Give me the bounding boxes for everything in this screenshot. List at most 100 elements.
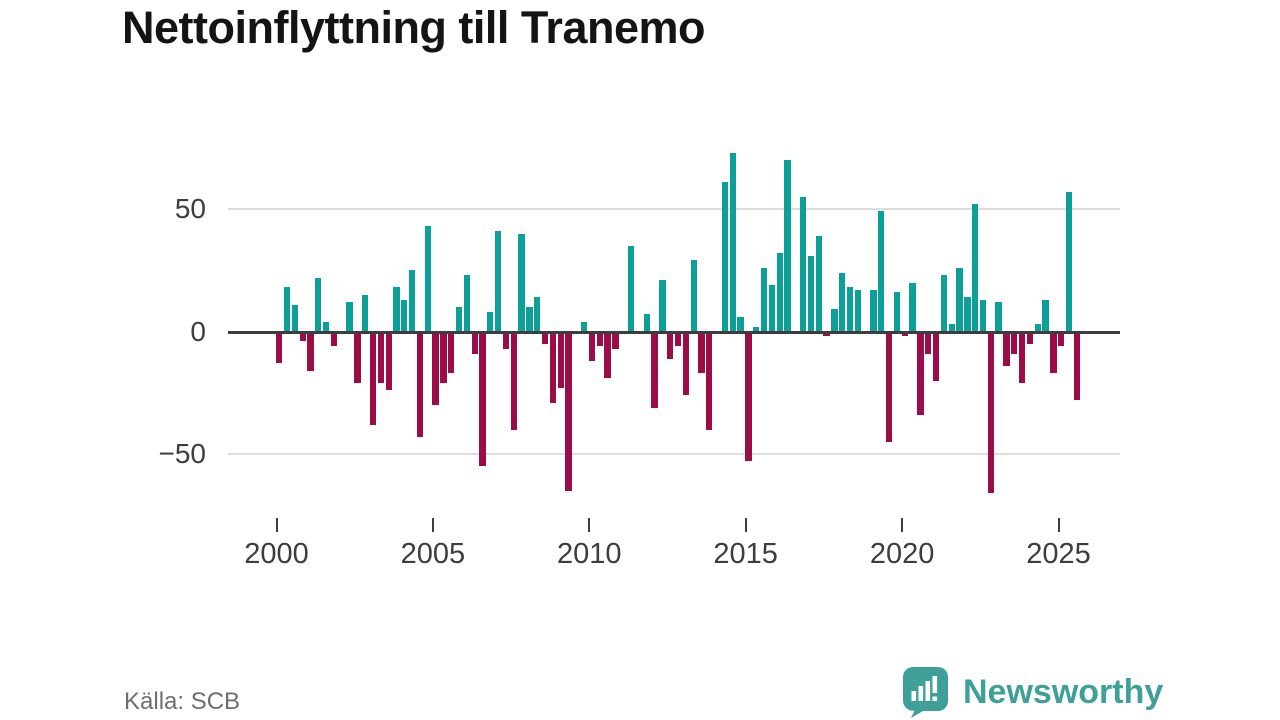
data-bar [276,331,283,364]
data-bar [495,231,502,334]
data-bar [854,289,862,334]
x-axis-tick-label: 2000 [244,538,309,570]
data-bar [698,331,705,374]
data-bar [729,152,736,334]
data-bar [362,294,369,334]
data-bar [534,297,541,334]
data-bar [737,316,744,334]
data-bar [659,280,666,334]
data-bar [1050,331,1057,374]
data-bar [674,331,682,347]
data-bar [831,309,838,334]
y-axis-tick-label: 0 [190,315,206,347]
gridline [228,453,1120,455]
data-bar [682,331,689,396]
data-bar [283,287,291,334]
data-bar [948,324,955,334]
data-bar [315,277,322,334]
data-bar [471,331,478,354]
data-bar [487,311,494,334]
data-bar [799,196,807,334]
data-bar [588,331,596,361]
data-bar [291,304,298,334]
plot-area: 50 0 −50 2000 2005 2010 2015 2020 2025 [158,152,1120,570]
data-bar [549,331,557,403]
data-bar [408,270,416,334]
data-bar [346,302,353,334]
data-bar [651,331,658,408]
data-bar [956,267,963,334]
data-bar [354,331,361,383]
data-bar [330,331,338,347]
data-bar [893,292,901,334]
data-bar [369,331,377,425]
data-bar [784,160,791,334]
data-bar [1073,331,1080,401]
x-axis-tick-label: 2005 [400,538,466,570]
bar-chart-speech-bubble-icon [903,667,948,718]
zero-axis-line [228,330,1120,334]
data-bar [455,307,463,334]
data-bar [612,331,619,349]
data-bar [995,302,1002,334]
data-bar [870,289,877,334]
x-axis-tick-label: 2015 [713,538,778,570]
data-bar [299,331,306,342]
data-bar [979,299,987,334]
data-bar [925,331,932,354]
data-bar [1042,299,1049,334]
data-bar [416,331,424,437]
x-axis-tick-mark [275,518,278,532]
data-bar [1003,331,1010,366]
data-bar [987,331,994,494]
data-bar [667,331,674,359]
data-bar [776,253,783,334]
data-bar [541,331,549,344]
data-bar [463,275,471,334]
data-bar [565,331,572,491]
data-bar [745,331,752,462]
x-axis-tick-mark [901,518,904,532]
data-bar [1018,331,1026,383]
data-bar [643,314,650,334]
newsworthy-logo: Newsworthy [902,666,1163,718]
y-axis-tick-label: 50 [174,193,206,224]
data-bar [424,226,431,334]
data-bar [940,275,948,334]
data-bar [1011,331,1018,354]
data-bar [518,233,525,334]
gridline [228,208,1120,210]
data-bar [753,326,760,334]
data-bar [972,204,979,334]
data-bar [627,245,635,334]
data-bar [1058,331,1065,347]
x-axis-tick-label: 2020 [869,538,935,570]
data-bar [393,287,400,334]
chart-title: Nettoinflyttning till Tranemo [122,2,705,53]
data-bar [557,331,564,388]
y-axis-tick-label: −50 [158,438,207,469]
data-bar [878,211,885,334]
data-bar [1034,324,1041,334]
data-bar [690,260,697,334]
newsworthy-logo-text: Newsworthy [963,673,1164,711]
data-bar [807,255,815,334]
data-bar [706,331,713,430]
data-bar [1065,191,1073,334]
data-bar [581,321,588,334]
data-bar [760,267,768,334]
data-bar [721,182,729,334]
data-bar [917,331,924,415]
data-bar [815,235,822,334]
data-bar [964,297,971,334]
data-bar [823,331,830,337]
data-bar [479,331,486,467]
data-bar [510,331,517,430]
x-axis-tick-mark [431,518,434,532]
data-bar [604,331,611,379]
data-bar [596,331,603,347]
data-bar [1026,331,1034,344]
source-label: Källa: SCB [124,688,241,715]
x-axis-tick-label: 2010 [557,538,622,570]
data-bar [839,272,846,334]
